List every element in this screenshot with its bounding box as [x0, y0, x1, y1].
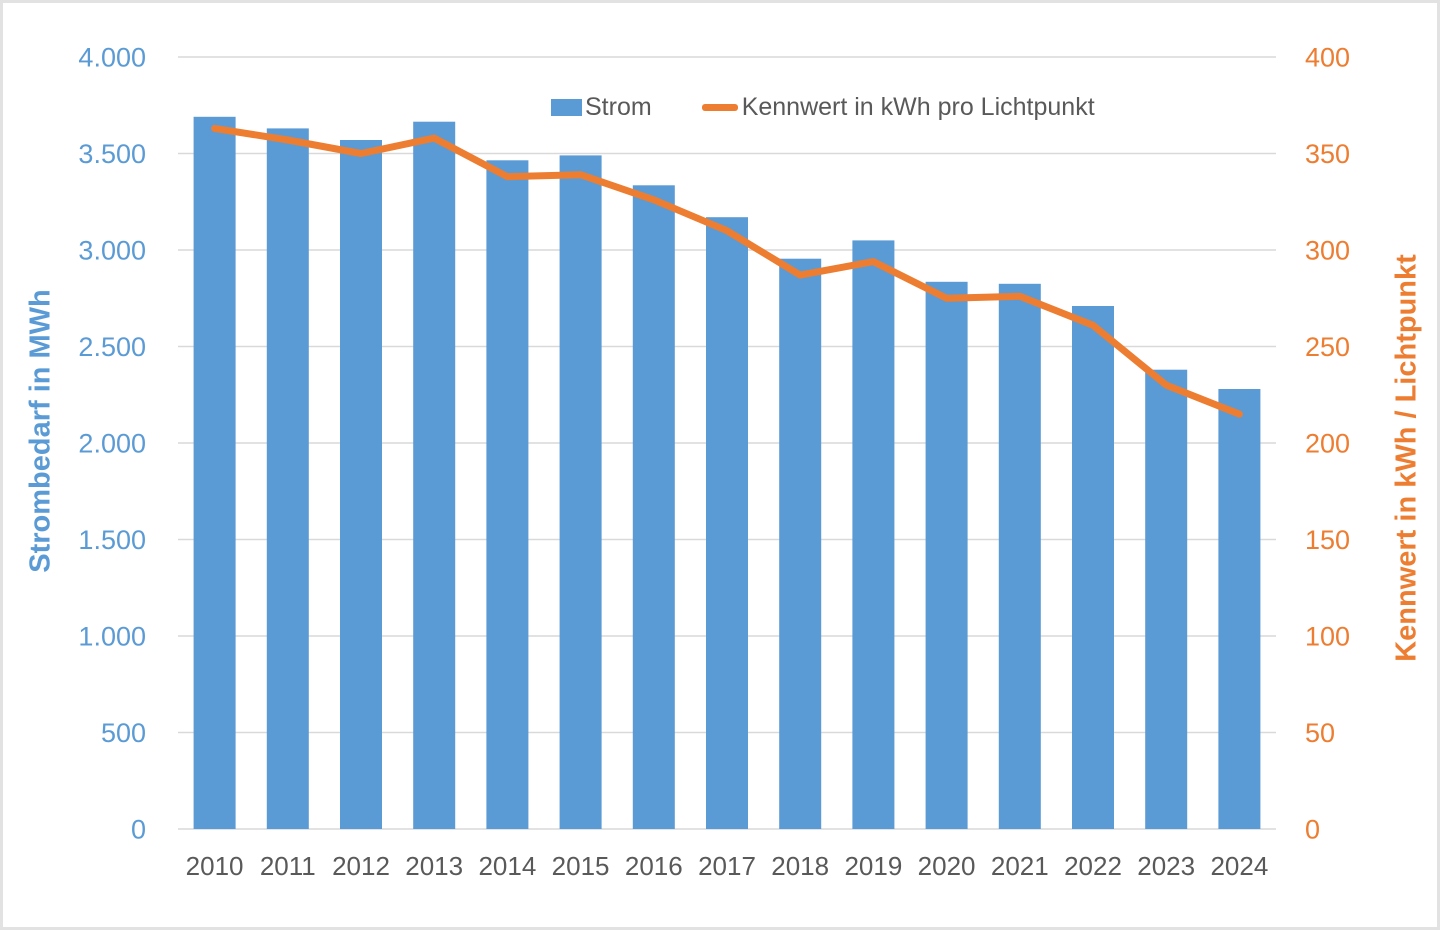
plot-svg: 0 500 1.000 1.500 2.000 2.500 3.000 3.500 4.000 0…	[78, 43, 1350, 882]
bar-2011	[266, 128, 309, 829]
xtick-2016: 2016	[625, 851, 683, 881]
bar-2012	[340, 140, 382, 829]
ytick-right-100: 100	[1305, 622, 1350, 652]
ytick-right-200: 200	[1305, 429, 1350, 459]
bar-2013	[413, 121, 456, 829]
ytick-left-2.000: 2.000	[78, 429, 146, 459]
ytick-right-50: 50	[1305, 718, 1335, 748]
bar-2017	[706, 217, 748, 829]
bar-2016	[632, 185, 675, 830]
xtick-2012: 2012	[332, 851, 390, 881]
bar-2020	[925, 281, 968, 829]
ytick-left-0: 0	[131, 815, 146, 845]
bar-2015	[559, 155, 602, 829]
bar-2023	[1145, 369, 1188, 829]
xtick-2013: 2013	[405, 851, 463, 881]
bar-2019	[852, 240, 895, 829]
bar-series-swatch	[551, 99, 582, 116]
legend: Strom Kennwert in kWh pro Lichtpunkt	[551, 93, 1095, 122]
ytick-right-0: 0	[1305, 815, 1320, 845]
ytick-left-1.000: 1.000	[78, 622, 146, 652]
bar-2021	[998, 283, 1041, 829]
ytick-right-350: 350	[1305, 139, 1350, 169]
legend-label-kennwert: Kennwert in kWh pro Lichtpunkt	[741, 93, 1095, 121]
xtick-2020: 2020	[918, 851, 976, 881]
legend-item-strom[interactable]: Strom	[551, 93, 652, 122]
xtick-2023: 2023	[1137, 851, 1195, 881]
kennwert-line	[211, 124, 1243, 418]
legend-item-kennwert[interactable]: Kennwert in kWh pro Lichtpunkt	[701, 93, 1095, 122]
xtick-2017: 2017	[698, 851, 756, 881]
bar-2014	[486, 160, 529, 830]
bar-2024	[1218, 389, 1261, 829]
bar-2018	[779, 258, 822, 829]
bar-2010	[193, 116, 236, 830]
bar-2022	[1072, 306, 1114, 829]
ytick-left-3.000: 3.000	[78, 236, 146, 266]
left-axis-title: Strombedarf in MWh	[24, 289, 57, 573]
ytick-left-3.500: 3.500	[78, 139, 146, 169]
xtick-2015: 2015	[552, 851, 610, 881]
ytick-left-2.500: 2.500	[78, 332, 146, 362]
xtick-2021: 2021	[991, 851, 1049, 881]
ytick-left-4.000: 4.000	[78, 43, 146, 73]
xtick-2010: 2010	[186, 851, 244, 881]
xtick-2014: 2014	[478, 851, 536, 881]
ytick-right-250: 250	[1305, 332, 1350, 362]
ytick-left-500: 500	[101, 718, 146, 748]
ytick-right-300: 300	[1305, 236, 1350, 266]
ytick-right-400: 400	[1305, 43, 1350, 73]
right-axis-title: Kennwert in kWh / Lichtpunkt	[1390, 254, 1423, 662]
xtick-2022: 2022	[1064, 851, 1122, 881]
line-series-swatch	[701, 104, 738, 111]
xtick-2018: 2018	[771, 851, 829, 881]
legend-label-strom: Strom	[585, 93, 652, 121]
ytick-left-1.500: 1.500	[78, 525, 146, 555]
xtick-2019: 2019	[844, 851, 902, 881]
ytick-right-150: 150	[1305, 525, 1350, 555]
xtick-2011: 2011	[260, 851, 316, 881]
xtick-2024: 2024	[1210, 851, 1268, 881]
